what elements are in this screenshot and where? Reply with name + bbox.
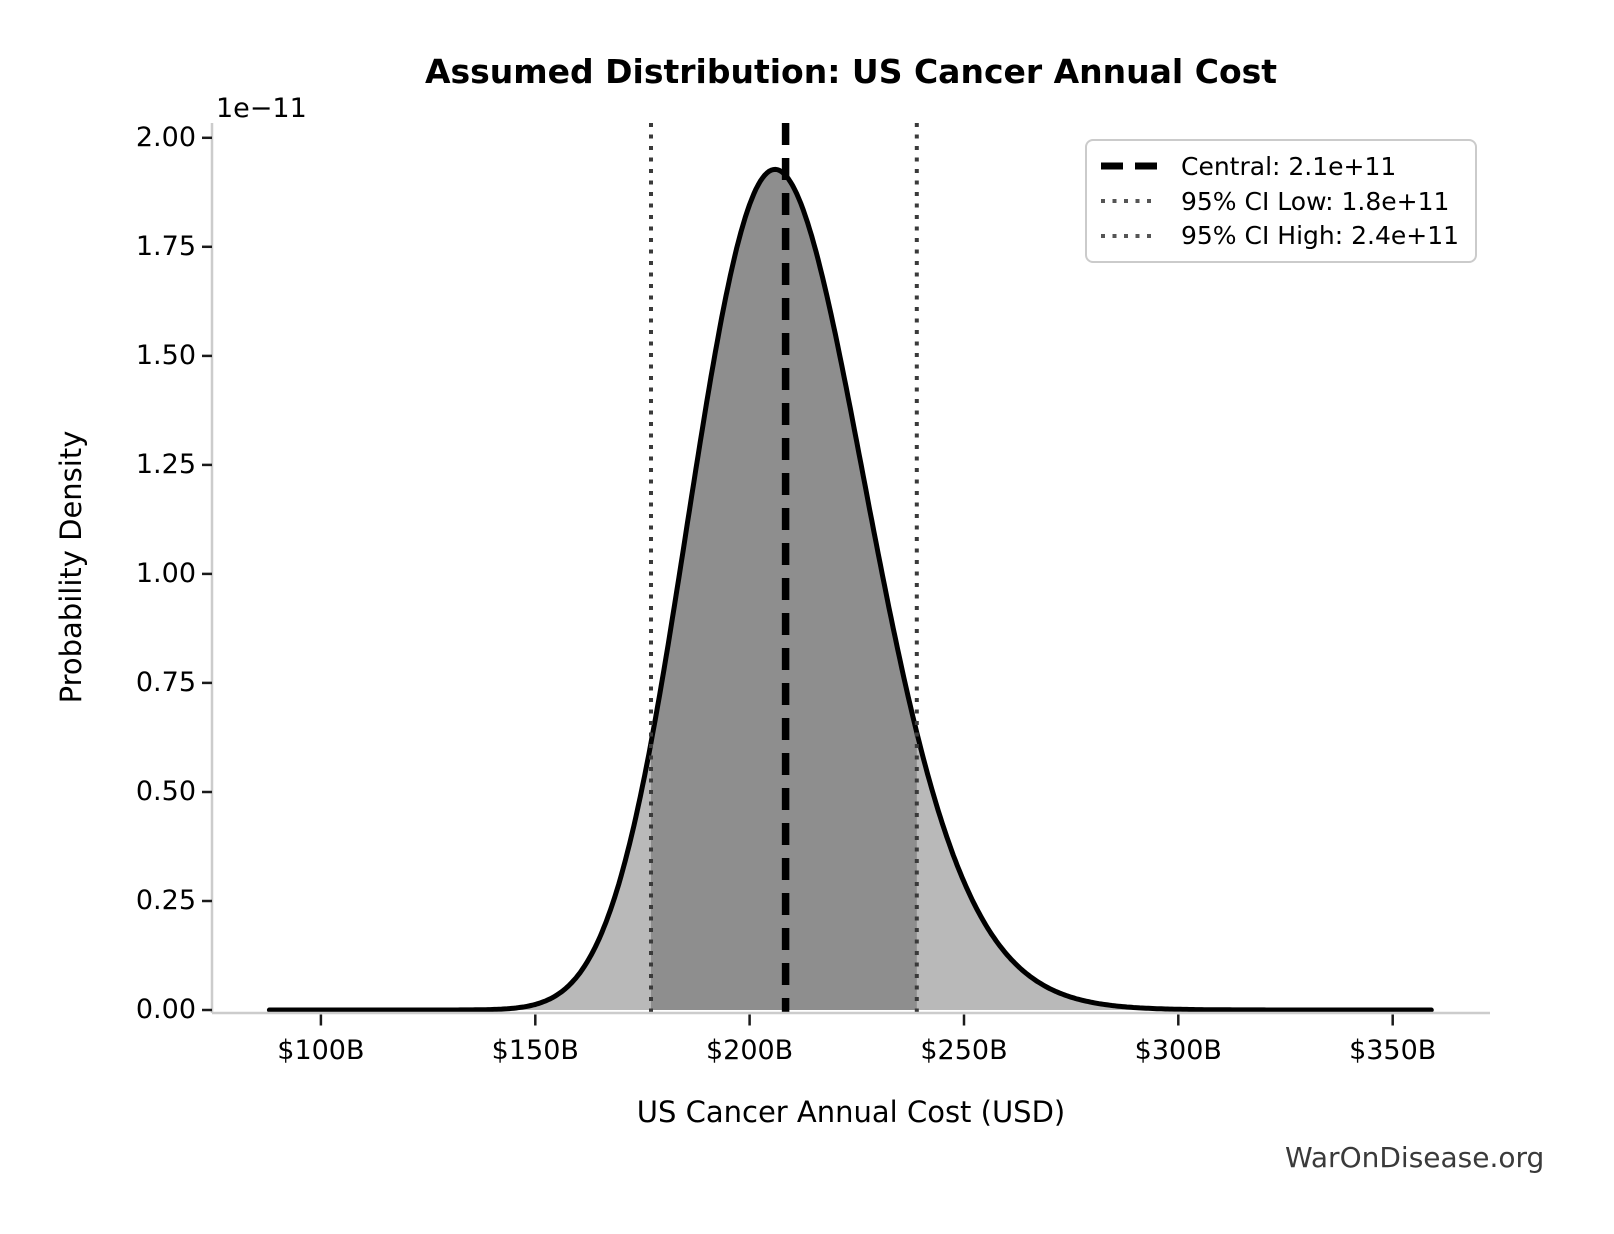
- watermark: WarOnDisease.org: [1285, 1141, 1545, 1174]
- x-tick-label: $100B: [277, 1035, 365, 1066]
- density-curve: [266, 166, 1434, 1013]
- dotted-line-sample-icon: [1101, 233, 1157, 238]
- y-tick-label: 1.75: [135, 231, 196, 262]
- x-tick-label: $150B: [491, 1035, 579, 1066]
- y-tick-label: 0.50: [135, 776, 196, 807]
- y-tick-label: 0.25: [135, 885, 196, 916]
- y-axis-offset-label: 1e−11: [216, 93, 307, 124]
- x-axis-title: US Cancer Annual Cost (USD): [636, 1095, 1066, 1129]
- x-tick-label: $250B: [920, 1035, 1008, 1066]
- dashed-line-sample-icon: [1101, 162, 1157, 170]
- y-tick-label: 2.00: [135, 122, 196, 153]
- y-tick-label: 1.25: [135, 449, 196, 480]
- y-tick-label: 1.50: [135, 340, 196, 371]
- y-tick-label: 0.75: [135, 667, 196, 698]
- legend-label-central: Central: 2.1e+11: [1181, 151, 1397, 181]
- y-tick-label: 0.00: [135, 994, 196, 1025]
- x-tick-label: $300B: [1134, 1035, 1222, 1066]
- legend-entry-central: Central: 2.1e+11: [1101, 149, 1461, 184]
- legend: Central: 2.1e+11 95% CI Low: 1.8e+11 95%…: [1085, 139, 1477, 263]
- legend-label-ci-high: 95% CI High: 2.4e+11: [1181, 221, 1460, 251]
- dotted-line-sample-icon: [1101, 199, 1157, 203]
- legend-label-ci-low: 95% CI Low: 1.8e+11: [1181, 186, 1450, 216]
- chart-title: Assumed Distribution: US Cancer Annual C…: [424, 52, 1278, 91]
- legend-entry-ci-high: 95% CI High: 2.4e+11: [1101, 218, 1461, 253]
- y-tick-label: 1.00: [135, 558, 196, 589]
- x-tick-label: $350B: [1349, 1035, 1437, 1066]
- x-tick-label: $200B: [705, 1035, 794, 1066]
- legend-entry-ci-low: 95% CI Low: 1.8e+11: [1101, 184, 1461, 219]
